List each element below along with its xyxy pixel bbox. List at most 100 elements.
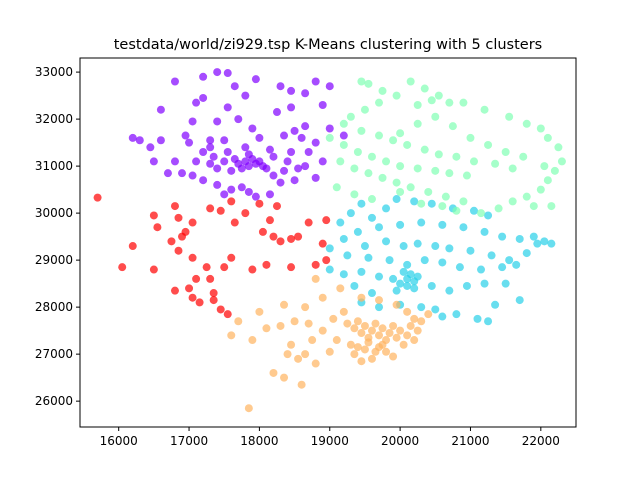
data-point xyxy=(508,164,517,173)
data-point xyxy=(135,136,144,145)
data-point xyxy=(163,169,172,178)
data-point xyxy=(216,305,225,314)
data-point xyxy=(431,242,440,251)
data-point xyxy=(297,133,306,142)
data-point xyxy=(396,129,405,138)
data-point xyxy=(325,133,334,142)
data-point xyxy=(424,310,433,319)
data-point xyxy=(498,232,507,241)
data-point xyxy=(469,157,478,166)
data-point xyxy=(244,404,253,413)
data-point xyxy=(403,140,412,149)
data-point xyxy=(336,284,345,293)
data-point xyxy=(301,303,310,312)
data-point xyxy=(149,265,158,274)
data-point xyxy=(346,340,355,349)
data-point xyxy=(382,204,391,213)
data-point xyxy=(255,199,264,208)
data-point xyxy=(301,122,310,131)
data-point xyxy=(304,148,313,157)
data-point xyxy=(438,220,447,229)
data-point xyxy=(480,105,489,114)
data-point xyxy=(367,354,376,363)
data-point xyxy=(188,293,197,302)
data-point xyxy=(149,157,158,166)
y-tick-label: 28000 xyxy=(35,300,73,314)
data-point xyxy=(480,279,489,288)
data-point xyxy=(375,303,384,312)
data-point xyxy=(410,284,419,293)
data-point xyxy=(93,193,102,202)
data-point xyxy=(357,328,366,337)
data-point xyxy=(382,237,391,246)
data-point xyxy=(462,281,471,290)
data-point xyxy=(466,133,475,142)
data-point xyxy=(199,176,208,185)
data-point xyxy=(441,192,450,201)
data-point xyxy=(308,336,317,345)
data-point xyxy=(452,310,461,319)
data-point xyxy=(396,279,405,288)
data-point xyxy=(498,263,507,272)
data-point xyxy=(427,96,436,105)
data-point xyxy=(543,176,552,185)
data-point xyxy=(332,183,341,192)
data-point xyxy=(406,270,415,279)
data-point xyxy=(181,131,190,140)
data-point xyxy=(227,185,236,194)
data-point xyxy=(505,112,514,121)
y-axis: 26000 27000 28000 29000 30000 31000 32000 33000 xyxy=(35,65,80,408)
data-point xyxy=(385,328,394,337)
data-point xyxy=(459,223,468,232)
data-point xyxy=(375,296,384,305)
data-point xyxy=(269,368,278,377)
data-point xyxy=(399,242,408,251)
data-point xyxy=(280,373,289,382)
data-point xyxy=(367,195,376,204)
data-point xyxy=(378,173,387,182)
y-tick-label: 27000 xyxy=(35,347,73,361)
data-point xyxy=(360,105,369,114)
data-point xyxy=(519,152,528,161)
data-point xyxy=(438,312,447,321)
data-point xyxy=(318,101,327,110)
data-point xyxy=(156,105,165,114)
data-point xyxy=(547,239,556,248)
data-point xyxy=(178,169,187,178)
data-point xyxy=(378,86,387,95)
data-point xyxy=(287,103,296,112)
data-point xyxy=(262,324,271,333)
data-point xyxy=(392,333,401,342)
data-point xyxy=(350,350,359,359)
data-point xyxy=(484,211,493,220)
data-point xyxy=(223,103,232,112)
data-point xyxy=(241,91,250,100)
data-point xyxy=(371,347,380,356)
data-point xyxy=(424,187,433,196)
data-point xyxy=(413,239,422,248)
data-point xyxy=(287,340,296,349)
data-point xyxy=(396,326,405,335)
data-point xyxy=(206,143,215,152)
data-point xyxy=(343,251,352,260)
data-point xyxy=(403,281,412,290)
data-point xyxy=(529,202,538,211)
data-point xyxy=(399,340,408,349)
data-point xyxy=(406,183,415,192)
data-point xyxy=(547,202,556,211)
data-point xyxy=(367,326,376,335)
data-point xyxy=(396,162,405,171)
data-point xyxy=(445,98,454,107)
data-point xyxy=(389,136,398,145)
data-point xyxy=(251,75,260,84)
data-point xyxy=(353,317,362,326)
data-point xyxy=(304,319,313,328)
data-point xyxy=(227,166,236,175)
data-point xyxy=(339,131,348,140)
data-point xyxy=(339,234,348,243)
data-point xyxy=(448,122,457,131)
data-point xyxy=(480,227,489,236)
data-point xyxy=(459,98,468,107)
data-point xyxy=(417,303,426,312)
data-point xyxy=(360,242,369,251)
